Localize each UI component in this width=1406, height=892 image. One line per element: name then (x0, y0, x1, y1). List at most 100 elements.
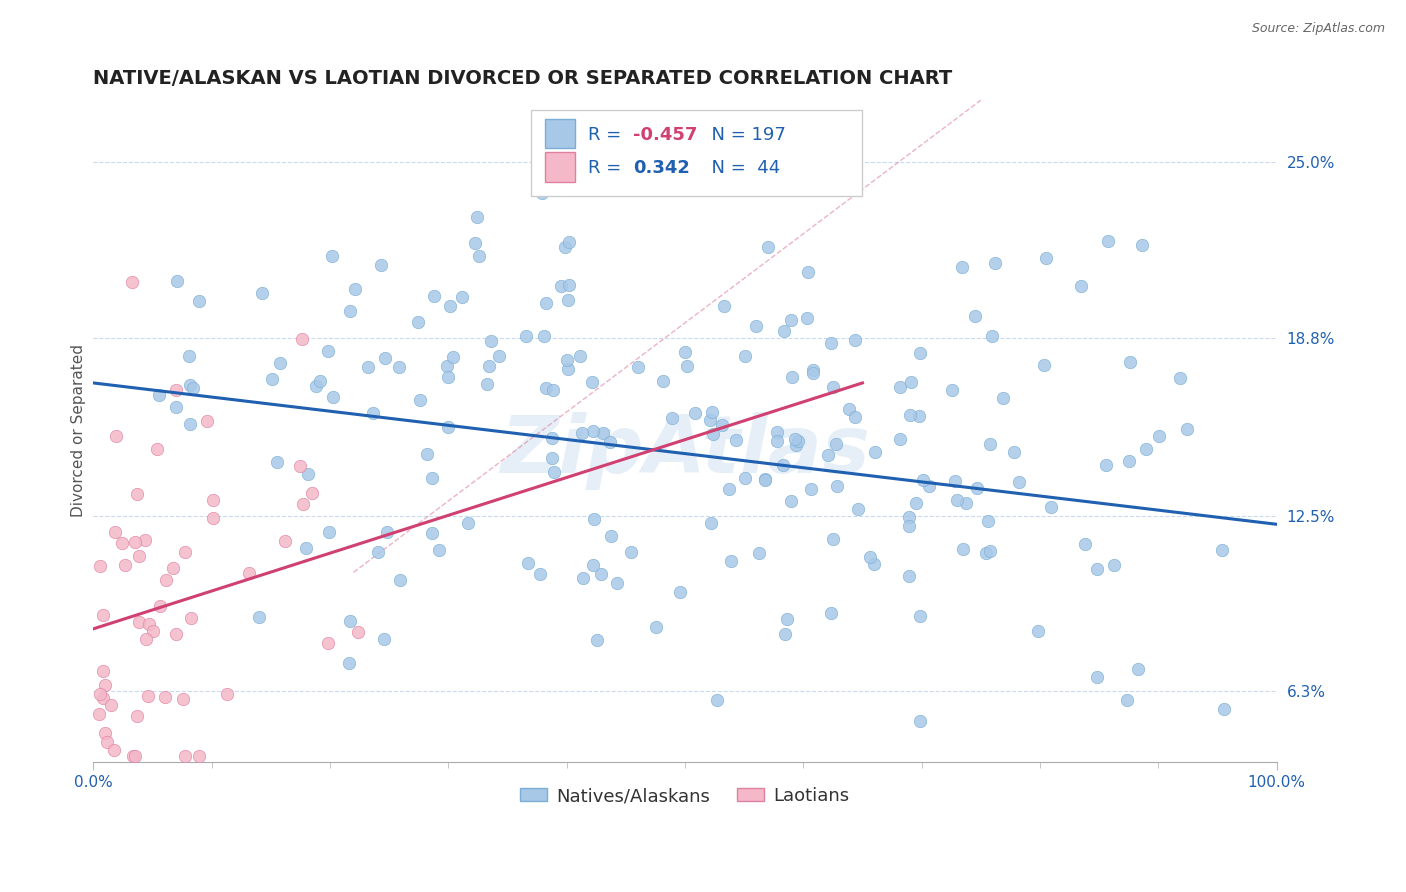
Point (1118, 454, 1140, 468)
Point (981, 328, 1004, 343)
Point (825, 437, 848, 451)
Point (863, 557, 886, 571)
Point (409, 392, 432, 407)
Point (136, 689, 159, 703)
Point (606, 575, 628, 590)
Point (541, 431, 564, 445)
Point (166, 274, 188, 288)
Point (540, 450, 562, 465)
Point (321, 249, 343, 263)
Point (165, 401, 187, 415)
Point (94, 678, 117, 692)
Point (301, 486, 323, 500)
Point (217, 687, 239, 701)
Point (91, 690, 114, 705)
Point (844, 409, 866, 424)
Point (710, 417, 733, 432)
Point (1211, 542, 1233, 557)
Point (1095, 458, 1118, 473)
Point (725, 433, 748, 447)
Point (420, 470, 443, 484)
Point (1177, 422, 1199, 436)
Point (758, 240, 780, 254)
Point (558, 277, 581, 292)
Point (201, 511, 224, 525)
Point (780, 370, 803, 384)
Point (128, 549, 150, 563)
Point (515, 328, 537, 343)
Point (142, 624, 165, 639)
Legend: Natives/Alaskans, Laotians: Natives/Alaskans, Laotians (513, 780, 856, 813)
Point (911, 473, 934, 487)
Point (582, 558, 605, 572)
Point (1130, 237, 1153, 252)
Point (889, 380, 911, 394)
Point (436, 359, 458, 373)
Point (260, 371, 283, 385)
Point (977, 514, 1000, 528)
Point (1074, 537, 1097, 551)
Text: -0.457: -0.457 (633, 127, 697, 145)
Point (557, 293, 579, 307)
Point (991, 391, 1014, 405)
Point (844, 333, 866, 347)
Point (533, 329, 555, 343)
Point (162, 560, 184, 574)
Point (290, 459, 312, 474)
Point (897, 510, 920, 524)
Point (439, 299, 461, 313)
Point (135, 632, 157, 646)
Point (904, 496, 927, 510)
Point (865, 445, 887, 459)
Point (787, 434, 810, 448)
Point (121, 275, 143, 289)
Point (252, 286, 274, 301)
Point (316, 636, 339, 650)
Point (357, 359, 380, 374)
Point (550, 279, 572, 293)
FancyBboxPatch shape (531, 110, 862, 196)
Point (889, 432, 911, 446)
Point (1102, 558, 1125, 572)
Point (785, 438, 807, 452)
Point (772, 458, 794, 473)
Point (571, 425, 593, 440)
Point (339, 615, 361, 629)
Point (585, 633, 607, 648)
Point (423, 288, 446, 302)
Point (706, 692, 728, 706)
Point (917, 479, 939, 493)
Point (785, 432, 807, 446)
Point (138, 617, 160, 632)
Point (145, 442, 167, 457)
Point (754, 472, 776, 486)
Point (111, 535, 134, 549)
Point (821, 532, 844, 546)
Point (543, 465, 565, 479)
Point (534, 381, 557, 395)
Point (96, 735, 118, 749)
Point (820, 335, 842, 350)
Point (1149, 429, 1171, 443)
Point (592, 425, 614, 440)
Point (479, 334, 502, 349)
Point (165, 384, 187, 398)
Point (801, 366, 824, 380)
Point (558, 235, 581, 250)
Point (1119, 354, 1142, 368)
Point (745, 319, 768, 334)
Point (266, 455, 288, 469)
Point (114, 558, 136, 572)
Point (700, 516, 723, 530)
Point (661, 411, 683, 425)
Point (1097, 235, 1119, 249)
Point (322, 391, 344, 405)
Point (437, 370, 460, 384)
Point (766, 425, 789, 439)
Point (627, 359, 650, 374)
Point (555, 352, 578, 367)
Point (979, 543, 1001, 558)
Point (367, 545, 389, 559)
Point (339, 303, 361, 318)
Text: R =: R = (588, 160, 627, 178)
